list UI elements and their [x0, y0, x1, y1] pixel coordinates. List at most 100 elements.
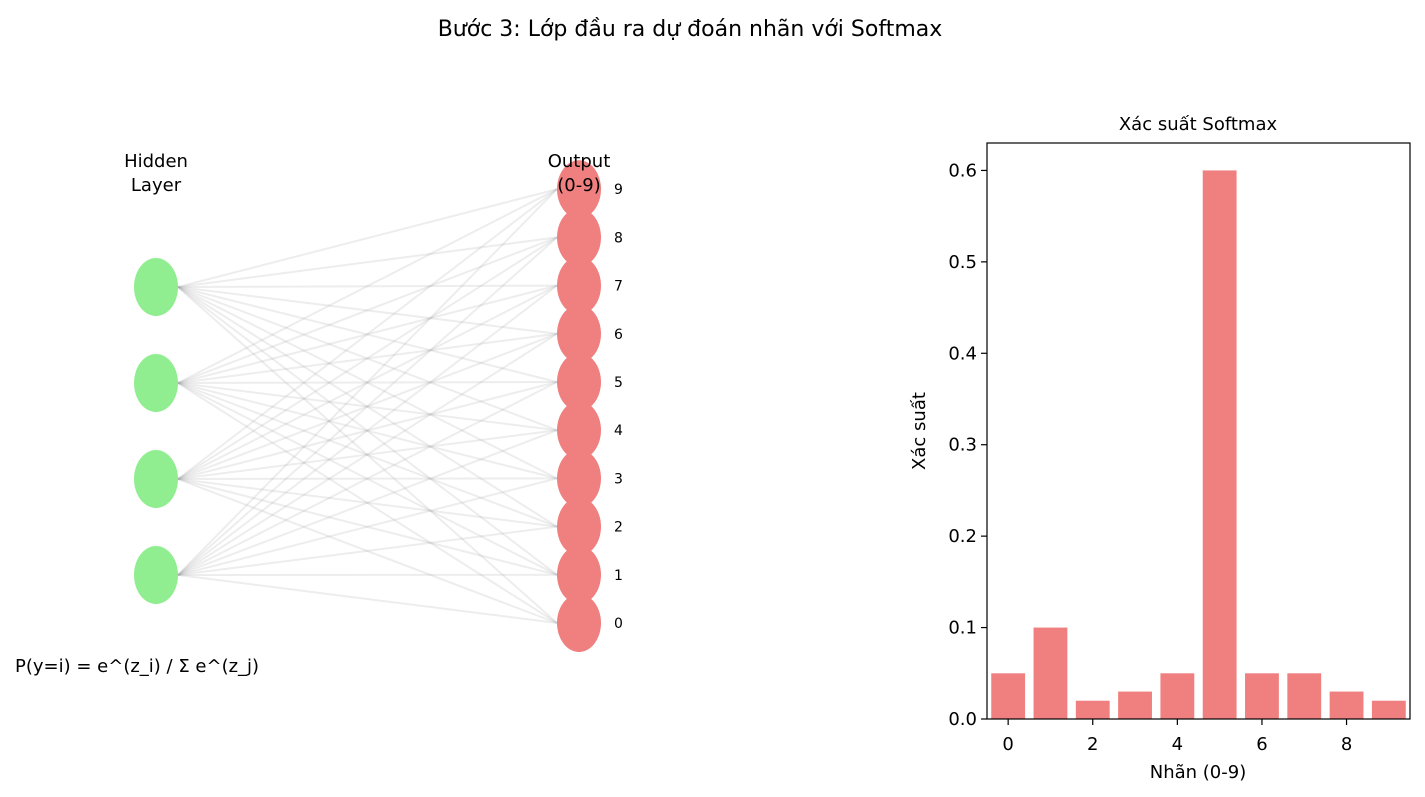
- network-edge: [177, 332, 558, 480]
- network-edge: [177, 381, 558, 576]
- bar: [1118, 691, 1152, 719]
- bars: [991, 170, 1406, 719]
- network-edge: [177, 236, 558, 384]
- output-neuron-label: 5: [614, 375, 623, 391]
- bar: [1287, 673, 1322, 719]
- network-edge: [177, 188, 558, 288]
- output-neuron: [557, 160, 601, 219]
- bar: [1075, 700, 1110, 719]
- y-tick-label: 0.5: [948, 252, 977, 273]
- network-diagram: 0 1 2 3 4 5 6 7 8 9 Hidden Layer Output (0-9) P(y=i…: [15, 151, 623, 677]
- network-edge: [177, 188, 558, 576]
- output-layer-label-line: Output: [548, 151, 611, 172]
- output-neuron: [557, 353, 601, 411]
- plot-frame: [986, 142, 1411, 720]
- network-edges: [177, 188, 558, 624]
- network-edge: [177, 478, 558, 528]
- y-tick-label: 0.3: [948, 435, 977, 456]
- y-tick-label: 0.6: [948, 160, 977, 181]
- x-tick-label: 6: [1256, 734, 1267, 755]
- network-edge: [177, 286, 558, 335]
- y-tick-label: 0.0: [948, 709, 977, 730]
- network-edge: [177, 477, 558, 576]
- y-tick-label: 0.4: [948, 343, 977, 364]
- network-edge: [177, 382, 558, 480]
- output-neuron: [557, 208, 601, 267]
- network-edge: [177, 236, 558, 576]
- network-edge: [177, 381, 558, 384]
- network-edge: [177, 332, 558, 384]
- x-axis-ticks: 0 2 4 6 8: [1002, 719, 1352, 755]
- output-neuron-label: 7: [614, 279, 623, 295]
- x-tick-label: 2: [1087, 734, 1098, 755]
- hidden-neuron: [134, 258, 178, 316]
- output-neuron-label: 6: [614, 327, 623, 343]
- output-layer: 0 1 2 3 4 5 6 7 8 9: [557, 160, 623, 652]
- output-neuron: [557, 497, 601, 556]
- output-neuron: [557, 545, 601, 604]
- hidden-layer-label-line: Layer: [131, 175, 182, 196]
- network-edge: [177, 574, 558, 624]
- x-tick-label: 8: [1341, 734, 1352, 755]
- network-edge: [177, 284, 558, 384]
- bar: [991, 673, 1026, 719]
- bar: [1329, 691, 1364, 719]
- network-edge: [177, 332, 558, 576]
- network-edge: [177, 525, 558, 576]
- softmax-formula: P(y=i) = e^(z_i) / Σ e^(z_j): [15, 656, 259, 677]
- output-neuron-label: 2: [614, 520, 623, 536]
- network-edge: [177, 188, 558, 384]
- network-edge: [177, 286, 558, 576]
- x-axis-label: Nhãn (0-9): [1150, 762, 1246, 783]
- hidden-layer: [134, 258, 178, 604]
- network-edge: [177, 382, 558, 432]
- chart-title: Xác suất Softmax: [1119, 114, 1278, 135]
- output-neuron-label: 9: [614, 182, 623, 198]
- bar: [1371, 700, 1406, 719]
- network-edge: [177, 381, 558, 480]
- output-layer-label: Output (0-9): [548, 151, 611, 196]
- x-tick-label: 4: [1172, 734, 1183, 755]
- hidden-layer-label-line: Hidden: [124, 151, 188, 172]
- output-neuron-label: 0: [614, 616, 623, 632]
- network-edge: [177, 188, 558, 480]
- network-edge: [177, 236, 558, 480]
- network-edge: [177, 286, 558, 624]
- x-tick-label: 0: [1002, 734, 1013, 755]
- network-edge: [177, 478, 558, 624]
- network-edge: [177, 382, 558, 576]
- network-edge: [177, 286, 558, 528]
- hidden-neuron: [134, 546, 178, 604]
- network-edge: [177, 478, 558, 576]
- hidden-neuron: [134, 450, 178, 508]
- output-neuron-label: 1: [614, 568, 623, 584]
- output-neuron-label: 4: [614, 423, 623, 439]
- bar: [1202, 170, 1237, 719]
- output-neuron-label: 3: [614, 471, 623, 487]
- output-neuron: [557, 401, 601, 460]
- y-tick-label: 0.1: [948, 618, 977, 639]
- hidden-neuron: [134, 354, 178, 412]
- network-edge: [177, 284, 558, 288]
- output-neuron: [557, 304, 601, 363]
- bar: [1245, 673, 1279, 719]
- y-axis-label: Xác suất: [909, 392, 930, 470]
- bar: [1033, 627, 1068, 719]
- network-edge: [177, 477, 558, 480]
- network-edge: [177, 286, 558, 432]
- network-edge: [177, 382, 558, 528]
- network-edge: [177, 284, 558, 576]
- bar: [1160, 673, 1195, 719]
- softmax-bar-chart: Xác suất Softmax 0.0 0.1 0.2 0.3 0.4 0.5 0.6 0…: [909, 114, 1411, 783]
- network-edge: [177, 286, 558, 480]
- output-neuron: [557, 594, 601, 652]
- figure-title: Bước 3: Lớp đầu ra dự đoán nhãn với Soft…: [438, 17, 943, 42]
- output-layer-label-line: (0-9): [557, 175, 600, 196]
- network-edge: [177, 236, 558, 288]
- network-edge: [177, 382, 558, 624]
- network-edge: [177, 286, 558, 383]
- network-edge: [177, 429, 558, 480]
- network-edge: [177, 429, 558, 576]
- hidden-layer-label: Hidden Layer: [124, 151, 188, 196]
